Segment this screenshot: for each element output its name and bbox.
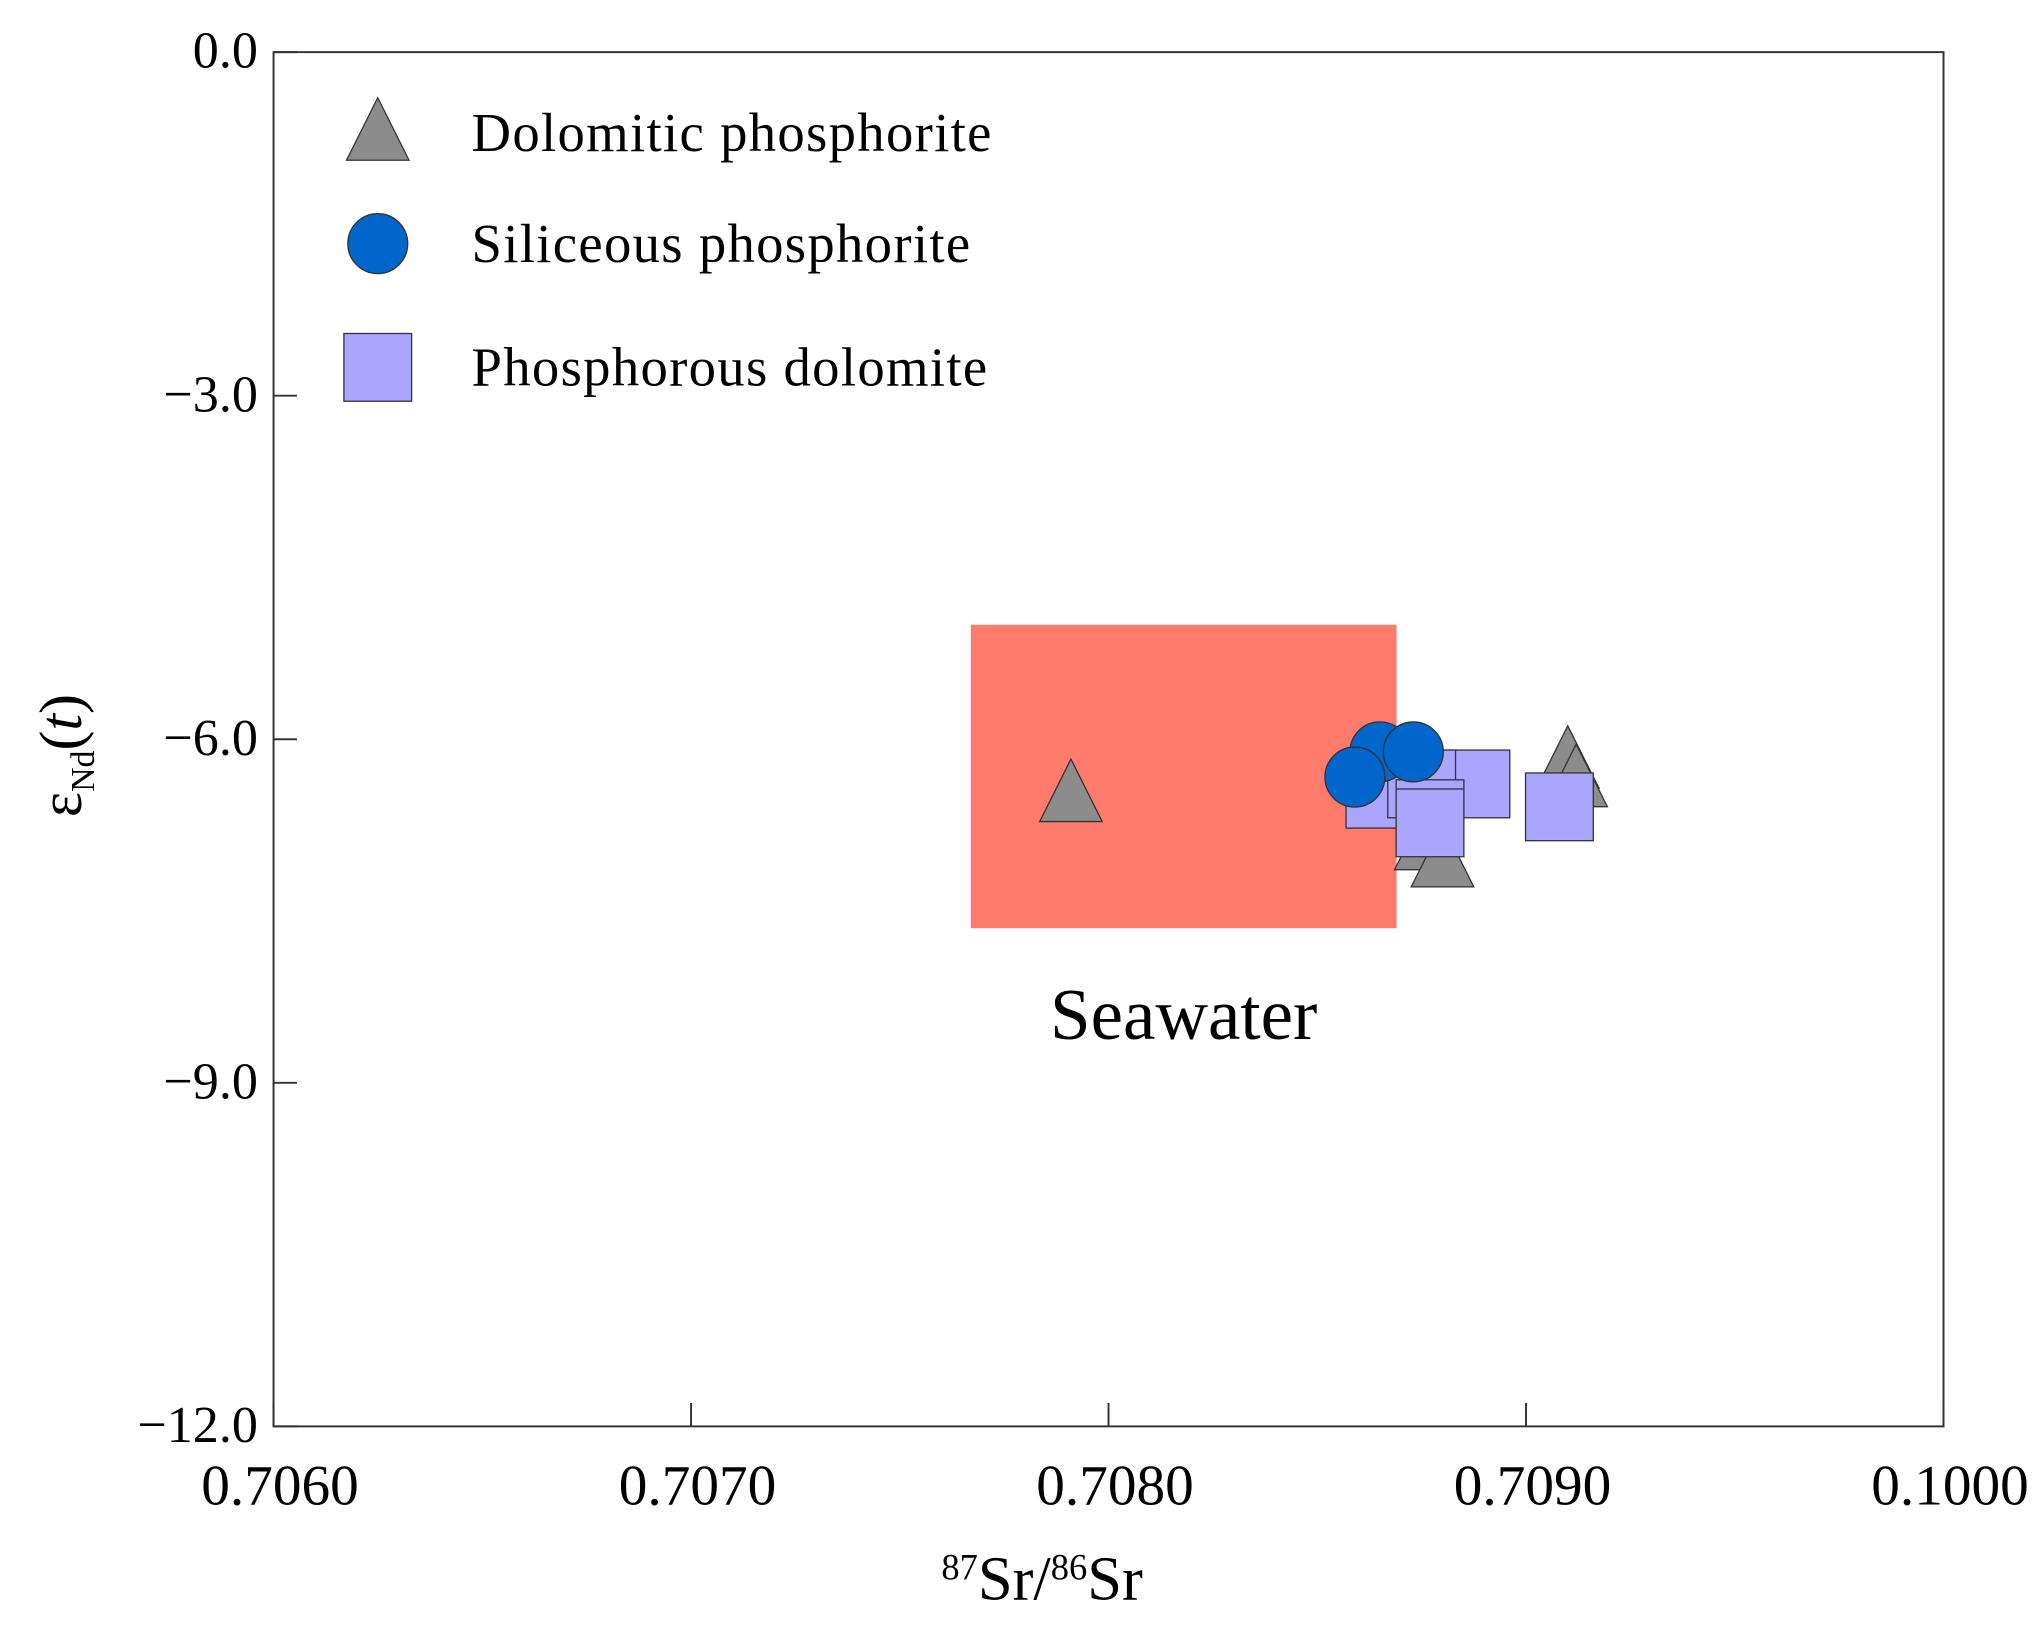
y-tick-label: 0.0 bbox=[193, 23, 258, 80]
circle-marker bbox=[1324, 746, 1386, 808]
y-tick-label: −6.0 bbox=[163, 710, 258, 767]
x-label-part: 86 bbox=[1051, 1548, 1087, 1588]
circle-marker bbox=[1382, 721, 1444, 783]
triangle-marker bbox=[1038, 757, 1104, 823]
x-label-part: Sr bbox=[1087, 1544, 1143, 1614]
x-tick-label: 0.1000 bbox=[1871, 1455, 2029, 1518]
x-tick-label: 0.7080 bbox=[1036, 1455, 1194, 1518]
square-marker bbox=[343, 332, 413, 402]
y-label-part: ( bbox=[28, 731, 94, 751]
x-tick-label: 0.7070 bbox=[619, 1455, 777, 1518]
x-tick-label: 0.7060 bbox=[201, 1455, 359, 1518]
y-tick-label: −3.0 bbox=[163, 366, 258, 423]
y-label-part: t bbox=[28, 713, 94, 731]
x-label-part: Sr/ bbox=[978, 1544, 1052, 1614]
y-tick-label: −12.0 bbox=[137, 1397, 258, 1454]
y-tick-label: −9.0 bbox=[163, 1053, 258, 1110]
legend-label: Phosphorous dolomite bbox=[472, 337, 989, 398]
square-marker bbox=[1524, 772, 1594, 842]
square-marker bbox=[1395, 788, 1465, 858]
triangle-marker bbox=[345, 96, 411, 161]
legend-label: Siliceous phosphorite bbox=[472, 213, 972, 274]
y-label-part: ε bbox=[28, 792, 94, 817]
x-tick-label: 0.7090 bbox=[1454, 1455, 1612, 1518]
region-label: Seawater bbox=[1050, 974, 1317, 1055]
y-axis-label: εNd(t) bbox=[28, 694, 102, 817]
y-label-part: Nd bbox=[65, 750, 102, 791]
x-label-part: 87 bbox=[941, 1548, 977, 1588]
y-label-part: ) bbox=[28, 694, 94, 714]
x-axis-label: 87Sr/86Sr bbox=[941, 1544, 1143, 1614]
legend-label: Dolomitic phosphorite bbox=[472, 102, 993, 163]
circle-marker bbox=[347, 212, 409, 275]
